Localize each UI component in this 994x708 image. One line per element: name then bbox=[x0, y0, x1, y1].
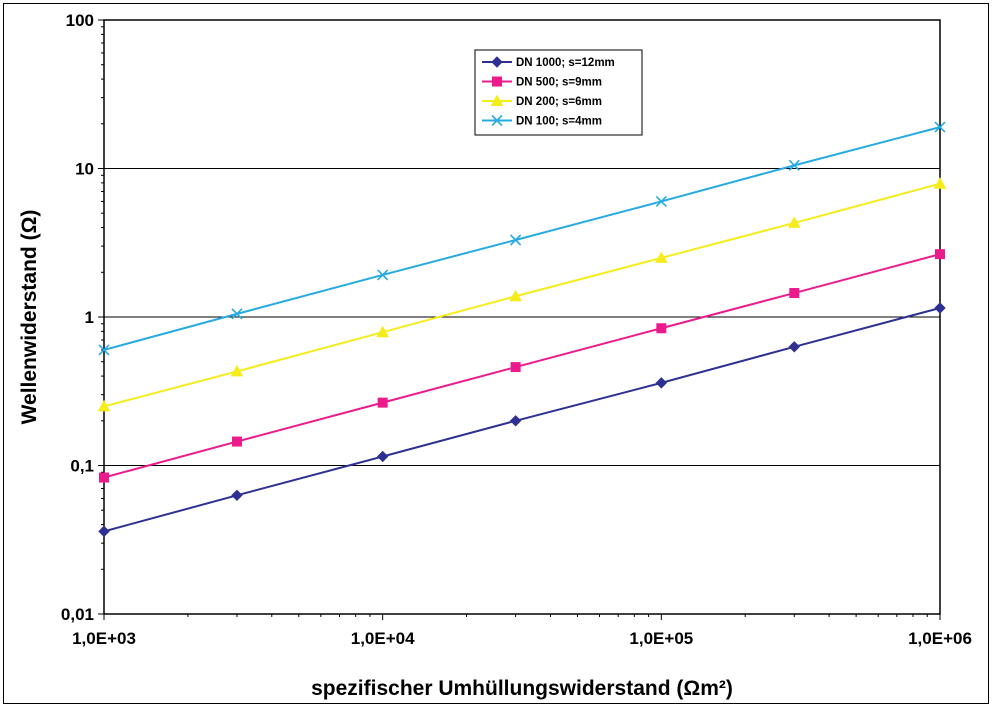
data-point-stroke bbox=[98, 344, 110, 356]
legend-marker bbox=[490, 94, 504, 106]
data-point bbox=[935, 249, 945, 260]
data-point bbox=[787, 216, 801, 228]
data-point bbox=[231, 436, 242, 447]
data-point-stroke bbox=[788, 159, 800, 171]
y-tick-label: 0,1 bbox=[70, 457, 94, 476]
data-point bbox=[656, 323, 667, 334]
data-point bbox=[509, 415, 522, 427]
grid-layer bbox=[104, 168, 940, 466]
legend-marker bbox=[492, 76, 502, 87]
series-3 bbox=[98, 121, 946, 356]
legend-item: DN 200; s=6mm bbox=[482, 94, 602, 108]
x-tick-label: 1,0E+06 bbox=[908, 629, 972, 648]
legend-label: DN 100; s=4mm bbox=[516, 116, 602, 128]
legend-item: DN 100; s=4mm bbox=[482, 114, 602, 128]
data-point bbox=[509, 289, 522, 302]
data-point-stroke bbox=[377, 269, 389, 281]
y-tick-label: 0,01 bbox=[61, 605, 94, 624]
x-tick-label: 1,0E+03 bbox=[72, 629, 136, 648]
x-tick-label: 1,0E+04 bbox=[351, 629, 415, 648]
series-2 bbox=[97, 177, 947, 412]
data-point bbox=[788, 341, 800, 353]
series-0 bbox=[98, 302, 946, 538]
legend-marker bbox=[491, 56, 503, 68]
data-point bbox=[934, 121, 946, 133]
data-point bbox=[98, 344, 110, 356]
axis-layer: 0,01 0,1 1 10 100 1,0E+03 1,0E+04 1,0E+05 1,0E+0… bbox=[61, 11, 972, 648]
x-axis-title: spezifischer Umhüllungswiderstand (Ωm²) bbox=[311, 677, 733, 700]
series-1 bbox=[99, 249, 945, 483]
data-point bbox=[933, 177, 947, 189]
data-point bbox=[377, 269, 389, 281]
data-point bbox=[934, 302, 946, 314]
legend-marker-stroke bbox=[491, 114, 503, 127]
data-point bbox=[788, 159, 800, 171]
data-point-stroke bbox=[231, 308, 243, 320]
data-point bbox=[655, 195, 667, 208]
data-point bbox=[377, 397, 388, 408]
data-point-stroke bbox=[655, 195, 667, 208]
legend-item: DN 1000; s=12mm bbox=[482, 56, 615, 69]
data-point bbox=[376, 450, 389, 463]
data-point-stroke bbox=[934, 121, 946, 133]
data-point bbox=[789, 288, 800, 299]
data-point bbox=[510, 234, 522, 246]
legend-label: DN 500; s=9mm bbox=[516, 77, 602, 89]
legend-item: DN 500; s=9mm bbox=[482, 76, 602, 89]
data-point bbox=[231, 489, 243, 502]
y-tick-label: 100 bbox=[66, 11, 94, 30]
series-layer bbox=[97, 121, 947, 538]
data-point bbox=[230, 364, 244, 377]
data-point bbox=[99, 472, 109, 483]
y-axis-title: Wellenwiderstand (Ω) bbox=[18, 210, 41, 425]
data-point bbox=[98, 525, 110, 538]
y-tick-label: 1 bbox=[85, 308, 94, 327]
data-point bbox=[97, 399, 111, 412]
data-point bbox=[654, 251, 668, 263]
data-point bbox=[231, 308, 243, 320]
legend-label: DN 200; s=6mm bbox=[516, 96, 602, 108]
legend: DN 1000; s=12mm DN 500; s=9mm DN 200; s=6m… bbox=[474, 49, 643, 136]
data-point bbox=[510, 362, 521, 373]
data-point bbox=[376, 325, 390, 338]
legend-label: DN 1000; s=12mm bbox=[516, 57, 615, 69]
x-tick-label: 1,0E+05 bbox=[629, 629, 693, 648]
data-point-stroke bbox=[510, 234, 522, 246]
legend-marker bbox=[491, 114, 503, 127]
y-tick-label: 10 bbox=[75, 160, 94, 179]
data-point bbox=[655, 377, 668, 389]
